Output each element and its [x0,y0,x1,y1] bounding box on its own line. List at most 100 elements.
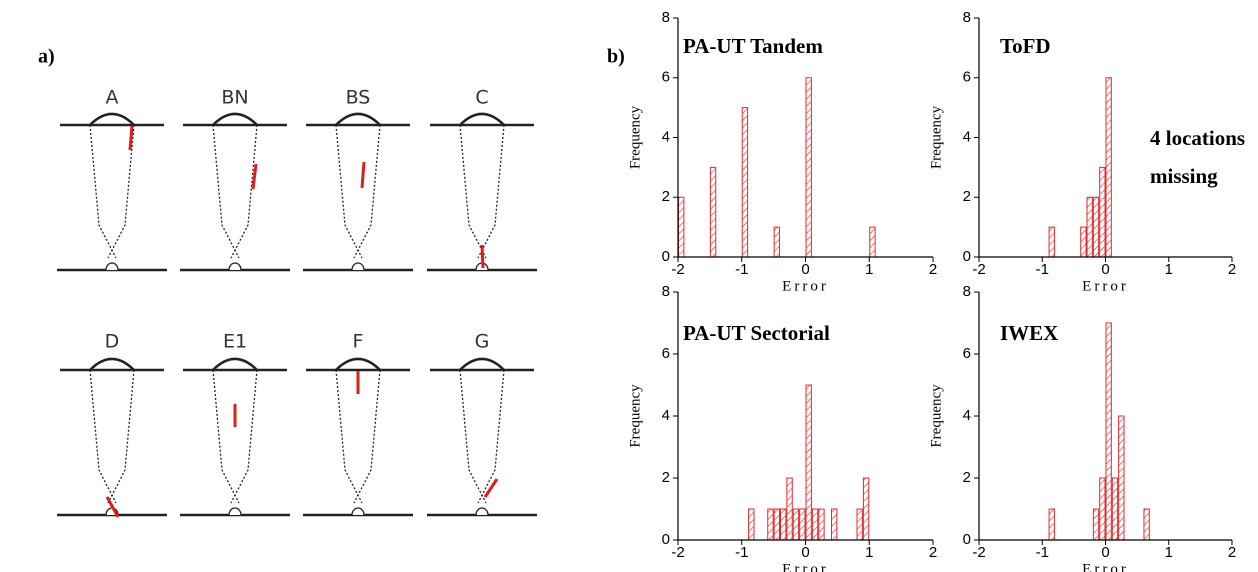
y-tick-label: 8 [963,9,971,26]
bar [786,477,793,541]
y-tick-label: 6 [662,345,670,362]
bar [773,226,780,258]
y-tick-label: 0 [963,531,971,548]
x-tick-label: 1 [1165,261,1173,278]
weld-label: E1 [223,331,247,353]
bar [1118,415,1125,541]
x-tick-label: 1 [1165,544,1173,561]
x-tick-label: -1 [735,544,748,561]
weld-diagrams: A BN BS C D E1 F G [55,87,539,518]
bar [1111,477,1119,541]
x-tick-label: -1 [735,261,748,278]
bar [709,166,717,258]
x-tick-label: 1 [865,261,873,278]
y-tick-label: 8 [662,9,670,26]
defect [251,163,258,190]
y-tick-label: 0 [662,248,670,265]
y-axis-label: Frequency [627,384,643,448]
y-axis-label: Frequency [627,105,643,169]
x-axis-label: Error [782,278,829,294]
y-tick-label: 6 [963,69,971,86]
bar [1143,508,1150,541]
defect [483,478,499,498]
y-axis-label: Frequency [928,105,944,169]
bar [1105,322,1112,541]
x-axis-label: Error [1082,561,1129,572]
bar [1086,196,1093,258]
weld-label: F [353,331,364,353]
bar [1099,477,1106,541]
bar [799,508,806,541]
x-tick-label: 0 [801,544,809,561]
bar [678,196,685,258]
bar [1080,226,1087,258]
bar [741,107,749,258]
x-tick-label: 2 [929,261,937,278]
x-tick-label: -2 [671,261,684,278]
y-tick-label: 4 [963,407,971,424]
y-tick-label: 6 [662,69,670,86]
annotation: 4 locations [1150,126,1245,150]
x-tick-label: 0 [1101,261,1109,278]
bar [748,508,755,541]
weld-label: A [106,87,119,109]
bar [1092,196,1100,258]
bar [831,508,838,541]
defect [105,496,120,518]
defect [360,161,366,189]
bar [1105,77,1112,258]
defect [480,244,485,269]
chart-title: PA-UT Sectorial [683,321,830,345]
x-tick-label: 2 [929,544,937,561]
bar [792,508,800,541]
weld-label: BN [221,87,248,109]
bar [780,508,787,541]
x-tick-label: 0 [1101,544,1109,561]
bar [862,477,870,541]
bar [1048,508,1055,541]
bar [805,77,812,258]
x-axis-label: Error [1082,278,1129,294]
x-tick-label: -2 [972,544,985,561]
x-tick-label: 0 [801,261,809,278]
x-tick-label: 1 [865,544,873,561]
y-tick-label: 4 [662,128,670,145]
x-tick-label: -1 [1036,261,1049,278]
bar [869,226,876,258]
x-tick-label: -2 [671,544,684,561]
bar [1092,508,1100,541]
y-tick-label: 2 [963,469,971,486]
weld-label: G [475,331,490,353]
defect [128,125,134,151]
chart-title: ToFD [1000,34,1051,58]
bar [856,508,863,541]
bar [805,384,812,541]
y-tick-label: 2 [963,188,971,205]
chart-title: IWEX [1000,321,1058,345]
y-tick-label: 8 [963,283,971,300]
y-tick-label: 0 [963,248,971,265]
bar [811,508,819,541]
x-tick-label: 2 [1228,261,1236,278]
y-tick-label: 2 [662,469,670,486]
x-tick-label: -2 [972,261,985,278]
panel-label: a) [38,46,55,68]
annotation: missing [1150,164,1218,188]
chart-title: PA-UT Tandem [683,34,823,58]
bar [767,508,774,541]
bar [818,508,825,541]
x-tick-label: -1 [1036,544,1049,561]
y-tick-label: 0 [662,531,670,548]
y-tick-label: 4 [963,128,971,145]
x-tick-label: 2 [1228,544,1236,561]
bar [773,508,780,541]
y-axis-label: Frequency [928,384,944,448]
weld-label: BS [346,87,371,109]
bar [1099,166,1106,258]
x-axis-label: Error [782,561,829,572]
y-tick-label: 8 [662,283,670,300]
weld-label: D [105,331,120,353]
y-tick-label: 4 [662,407,670,424]
y-tick-label: 2 [662,188,670,205]
